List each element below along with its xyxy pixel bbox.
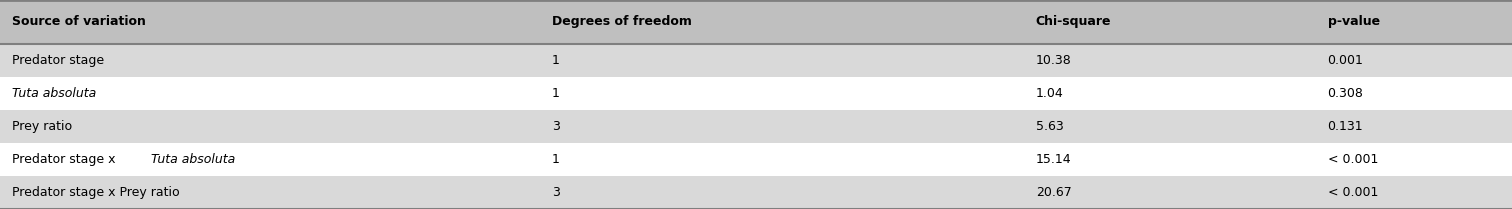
Text: Prey ratio: Prey ratio [12, 120, 73, 133]
Bar [0, 110, 1512, 143]
Text: 5.63: 5.63 [1036, 120, 1063, 133]
Text: Predator stage x Prey ratio: Predator stage x Prey ratio [12, 186, 180, 199]
Text: 1: 1 [552, 54, 559, 67]
Text: 1: 1 [552, 87, 559, 100]
Text: 3: 3 [552, 186, 559, 199]
Text: Degrees of freedom: Degrees of freedom [552, 15, 692, 28]
Text: 20.67: 20.67 [1036, 186, 1072, 199]
Text: 0.131: 0.131 [1328, 120, 1364, 133]
Bar [0, 44, 1512, 77]
Text: 0.001: 0.001 [1328, 54, 1364, 67]
Text: Predator stage: Predator stage [12, 54, 104, 67]
Text: Predator stage x: Predator stage x [12, 153, 119, 166]
Bar [0, 176, 1512, 209]
Text: < 0.001: < 0.001 [1328, 153, 1377, 166]
Text: Source of variation: Source of variation [12, 15, 147, 28]
Text: 1.04: 1.04 [1036, 87, 1063, 100]
Text: Tuta absoluta: Tuta absoluta [12, 87, 97, 100]
Text: 3: 3 [552, 120, 559, 133]
Bar [0, 0, 1512, 44]
Text: 1: 1 [552, 153, 559, 166]
Text: 15.14: 15.14 [1036, 153, 1072, 166]
Text: p-value: p-value [1328, 15, 1379, 28]
Bar [0, 77, 1512, 110]
Bar [0, 143, 1512, 176]
Text: Chi-square: Chi-square [1036, 15, 1111, 28]
Text: 0.308: 0.308 [1328, 87, 1364, 100]
Text: < 0.001: < 0.001 [1328, 186, 1377, 199]
Text: 10.38: 10.38 [1036, 54, 1072, 67]
Text: Tuta absoluta: Tuta absoluta [151, 153, 234, 166]
